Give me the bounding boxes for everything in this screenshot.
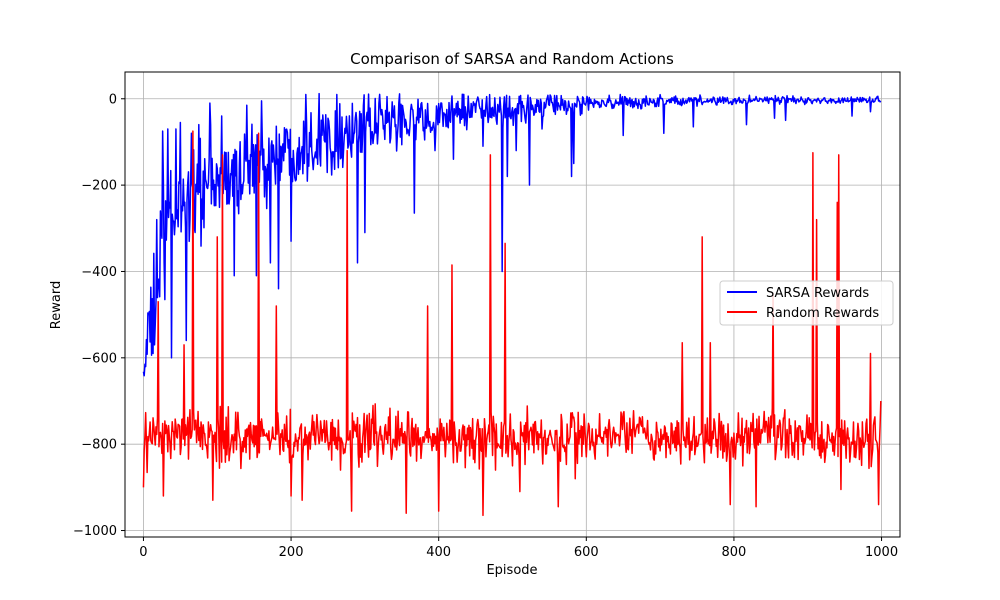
x-tick-label: 0 — [139, 545, 147, 560]
y-tick-label: −600 — [81, 351, 117, 366]
x-axis-label: Episode — [486, 563, 537, 578]
y-tick-label: −200 — [81, 179, 117, 194]
axis-ticks: 0 200 400 600 800 1000 −1000 −800 −600 −400 −200 0 — [73, 92, 898, 560]
y-axis-label: Reward — [49, 281, 64, 329]
legend: SARSA Rewards Random Rewards — [719, 280, 894, 326]
series-line-sarsa — [142, 92, 882, 377]
x-tick-label: 800 — [722, 545, 747, 560]
x-tick-label: 400 — [426, 545, 451, 560]
x-tick-label: 200 — [279, 545, 304, 560]
legend-box — [719, 280, 894, 326]
plot-area-frame — [124, 71, 901, 538]
y-tick-label: −1000 — [73, 524, 117, 539]
chart-title: Comparison of SARSA and Random Actions — [350, 50, 674, 68]
x-tick-label: 600 — [574, 545, 599, 560]
y-tick-label: −400 — [81, 265, 117, 280]
series-line-random — [142, 130, 882, 517]
legend-label-sarsa: SARSA Rewards — [766, 286, 869, 301]
y-tick-label: −800 — [81, 438, 117, 453]
x-tick-label: 1000 — [865, 545, 898, 560]
legend-label-random: Random Rewards — [766, 306, 879, 321]
series-group — [142, 92, 882, 517]
y-tick-label: 0 — [109, 92, 117, 107]
